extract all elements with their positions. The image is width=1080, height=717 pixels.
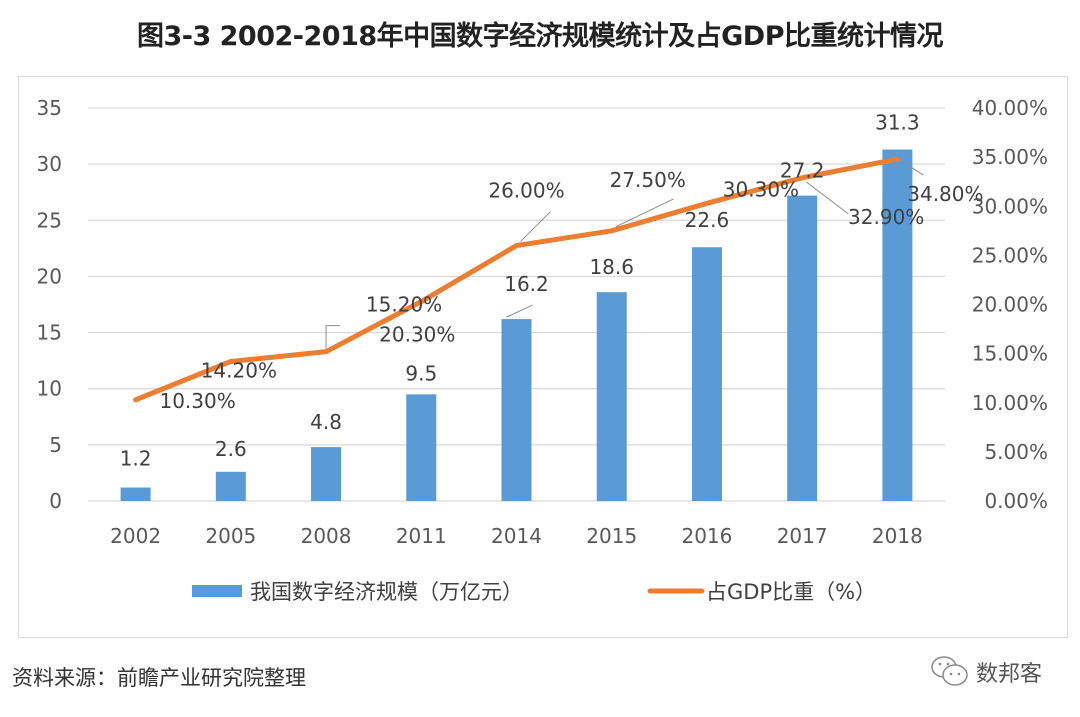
bar: [406, 394, 437, 501]
bar-value-label: 16.2: [504, 272, 549, 296]
legend: 我国数字经济规模（万亿元） 占GDP比重（%）: [192, 580, 876, 604]
line-value-label: 27.50%: [610, 168, 686, 192]
line-value-label: 14.20%: [201, 358, 277, 382]
bar: [596, 292, 627, 501]
y2-tick-label: 20.00%: [972, 293, 1048, 317]
wechat-icon: [931, 656, 968, 686]
leader-line: [615, 198, 674, 228]
bar: [501, 319, 532, 501]
line-value-label: 20.30%: [379, 323, 455, 347]
x-tick-label: 2015: [586, 524, 637, 548]
chart-title: 图3-3 2002-2018年中国数字经济规模统计及占GDP比重统计情况: [136, 21, 944, 52]
bar: [120, 487, 151, 501]
line-value-label: 15.20%: [366, 293, 442, 317]
bar-value-label: 18.6: [589, 255, 634, 279]
x-tick-label: 2017: [777, 524, 828, 548]
leader-line: [901, 160, 924, 176]
bar: [882, 149, 913, 501]
y2-tick-label: 5.00%: [984, 440, 1048, 464]
bar-value-label: 2.6: [215, 437, 247, 461]
bar-value-label: 1.2: [120, 447, 152, 471]
y2-tick-label: 25.00%: [972, 243, 1048, 267]
x-tick-label: 2002: [110, 524, 161, 548]
leader-line: [805, 181, 849, 215]
legend-label-bar: 我国数字经济规模（万亿元）: [250, 580, 523, 604]
line-value-label: 26.00%: [488, 179, 564, 203]
x-tick-label: 2008: [301, 524, 352, 548]
y2-tick-label: 30.00%: [972, 194, 1048, 218]
y-tick-label: 25: [37, 208, 62, 232]
bar: [691, 247, 722, 501]
line-value-label: 30.30%: [723, 177, 799, 201]
x-tick-label: 2005: [205, 524, 256, 548]
y-tick-label: 10: [37, 377, 62, 401]
source-note: 资料来源：前瞻产业研究院整理: [12, 666, 306, 690]
brand-name: 数邦客: [976, 662, 1043, 687]
leader-line: [520, 211, 551, 242]
y2-tick-label: 10.00%: [972, 391, 1048, 415]
chart: 1.2 2.6 4.8 9.5 16.2 18.6 22.6 27.2 31.3 10.30% 14…: [37, 96, 1048, 604]
y-tick-label: 15: [37, 321, 62, 345]
legend-swatch-bar: [192, 585, 242, 597]
line-value-label: 10.30%: [159, 389, 235, 413]
line-series: [133, 156, 900, 403]
y-tick-label: 20: [37, 264, 62, 288]
bar-value-label: 27.2: [780, 159, 825, 183]
bar-value-label: 4.8: [310, 410, 342, 434]
y2-tick-label: 35.00%: [972, 145, 1048, 169]
bar-value-label: 9.5: [405, 361, 437, 385]
bar-value-label: 22.6: [685, 208, 730, 232]
x-tick-label: 2018: [872, 524, 923, 548]
y-tick-label: 5: [49, 433, 62, 457]
x-tick-label: 2014: [491, 524, 542, 548]
line-value-label: 34.80%: [907, 182, 983, 206]
axes: 0 5 10 15 20 25 30 35 0.00% 5.00% 10.00% 15.00% 20.0…: [37, 96, 1048, 548]
line-value-label: 32.90%: [848, 205, 924, 229]
y2-tick-label: 15.00%: [972, 342, 1048, 366]
chart-frame: [18, 76, 1068, 638]
x-tick-label: 2016: [681, 524, 732, 548]
legend-label-line: 占GDP比重（%）: [706, 580, 876, 604]
y2-tick-label: 40.00%: [972, 96, 1048, 120]
bar: [215, 471, 246, 501]
x-tick-label: 2011: [396, 524, 447, 548]
bars: [120, 149, 913, 501]
leader-line: [325, 325, 341, 352]
bar: [311, 447, 342, 501]
data-labels: 1.2 2.6 4.8 9.5 16.2 18.6 22.6 27.2 31.3 10.30% 14…: [120, 111, 984, 471]
bar-value-label: 31.3: [875, 111, 920, 135]
y2-tick-label: 0.00%: [984, 489, 1048, 513]
y-tick-label: 0: [49, 489, 62, 513]
leader-lines: [325, 160, 924, 352]
leader-line: [506, 304, 533, 318]
brand-watermark: 数邦客: [930, 655, 1042, 689]
y-tick-label: 30: [37, 152, 62, 176]
y-tick-label: 35: [37, 96, 62, 120]
bar: [787, 195, 818, 501]
